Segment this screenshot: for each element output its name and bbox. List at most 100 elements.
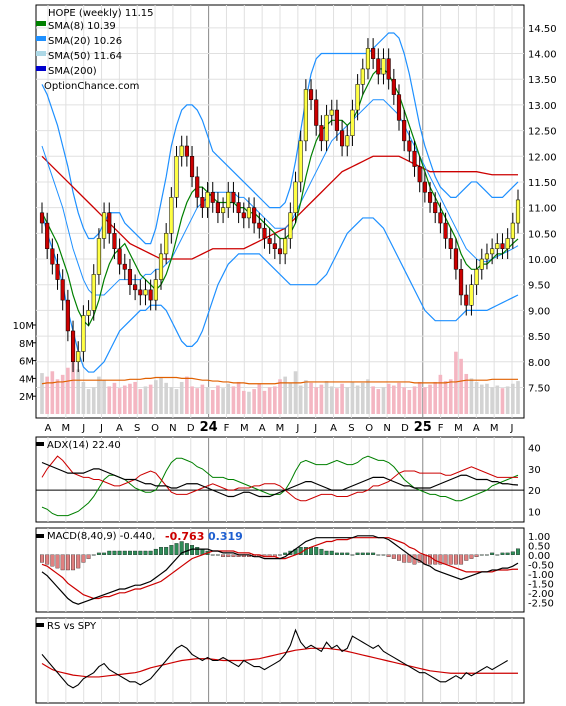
volume-bar xyxy=(293,371,298,414)
x-tick-label: M xyxy=(240,423,249,434)
macd-histogram-bar xyxy=(376,554,381,556)
volume-bar xyxy=(402,387,406,414)
macd-histogram-bar xyxy=(102,552,107,555)
macd-histogram-bar xyxy=(438,554,443,565)
candle-body xyxy=(443,222,448,239)
volume-bar xyxy=(81,381,86,414)
volume-bar xyxy=(355,385,360,414)
volume-bar xyxy=(474,381,479,414)
volume-bar xyxy=(505,386,510,414)
macd-tick-label: -1.50 xyxy=(528,579,554,590)
volume-bar xyxy=(159,377,163,414)
candle-body xyxy=(490,248,495,255)
volume-bar xyxy=(366,379,370,414)
price-tick-label: 10.50 xyxy=(528,229,557,240)
macd-histogram-bar xyxy=(138,550,143,555)
candle-body xyxy=(448,238,453,249)
x-tick-label: D xyxy=(401,423,409,434)
volume-tick-label: 10M xyxy=(13,321,34,332)
candle-body xyxy=(407,140,412,152)
price-tick-label: 13.00 xyxy=(528,101,557,112)
price-tick-label: 9.00 xyxy=(528,306,550,317)
rs-line xyxy=(41,628,508,689)
macd-histogram-bar xyxy=(65,554,70,571)
candle-body xyxy=(102,212,107,239)
macd-histogram-bar xyxy=(81,554,86,563)
price-tick-label: 10.00 xyxy=(528,255,557,266)
candle-body xyxy=(376,58,381,75)
macd-histogram-bar xyxy=(479,554,484,556)
volume-bar xyxy=(495,385,500,414)
macd-histogram-bar xyxy=(40,554,44,563)
volume-bar xyxy=(190,386,194,414)
volume-bar xyxy=(345,387,350,414)
macd-histogram-bar xyxy=(179,541,184,555)
candle-body xyxy=(200,197,205,208)
candle-body xyxy=(148,289,153,301)
candle-body xyxy=(112,233,117,249)
price-tick-label: 8.50 xyxy=(528,332,550,343)
macd-histogram-bar xyxy=(169,545,174,555)
volume-bar xyxy=(117,388,122,414)
candle-body xyxy=(50,248,55,265)
legend-swatch-sma8 xyxy=(36,21,46,26)
candle-body xyxy=(81,315,86,352)
candle-body xyxy=(319,125,324,142)
volume-bar xyxy=(516,381,520,414)
volume-bar xyxy=(247,391,251,414)
macd-histogram-bar xyxy=(350,554,355,556)
macd-histogram-bar xyxy=(143,550,148,555)
volume-bar xyxy=(60,374,65,414)
macd-histogram-bar xyxy=(464,554,469,561)
sma20-line xyxy=(41,99,519,296)
macd-histogram-bar xyxy=(226,554,231,557)
candle-body xyxy=(246,207,252,219)
price-tick-label: 11.00 xyxy=(528,204,557,215)
volume-bar xyxy=(76,369,81,414)
macd-histogram-bar xyxy=(474,554,479,557)
volume-bar xyxy=(236,381,241,414)
macd-histogram-bar xyxy=(55,554,60,569)
volume-bar xyxy=(428,384,432,414)
macd-histogram-bar xyxy=(448,554,453,565)
adx-tick-label: 10 xyxy=(528,507,541,518)
candle-body xyxy=(396,94,402,121)
volume-bar xyxy=(45,376,49,414)
macd-histogram-bar xyxy=(45,554,50,565)
candle-body xyxy=(298,140,303,183)
candle-body xyxy=(236,202,241,214)
legend: HOPE (weekly) 11.15 SMA(8) 10.39 SMA(20)… xyxy=(36,8,154,92)
volume-bar xyxy=(309,382,313,414)
volume-bar xyxy=(397,382,401,414)
candle-body xyxy=(350,109,355,136)
macd-histogram-bar xyxy=(329,550,334,555)
macd-histogram-bar xyxy=(334,552,339,555)
candle-body xyxy=(324,114,329,142)
candle-body xyxy=(65,299,70,332)
volume-bar xyxy=(490,387,494,414)
macd-histogram-bar xyxy=(314,547,319,555)
volume-bar xyxy=(443,381,448,414)
candle-body xyxy=(205,191,210,208)
candle-body xyxy=(272,243,277,249)
macd-histogram-bar xyxy=(283,552,288,555)
volume-bar xyxy=(324,381,329,414)
candle-body xyxy=(288,212,293,239)
x-tick-label: M xyxy=(276,423,285,434)
x-tick-label: F xyxy=(438,423,444,434)
macd-histogram-bar xyxy=(484,554,489,556)
volume-bar xyxy=(138,389,143,414)
x-tick-label: M xyxy=(454,423,463,434)
volume-tick-label: 6M xyxy=(19,357,34,368)
candle-body xyxy=(210,191,215,203)
candle-body xyxy=(459,269,464,296)
macd-histogram-bar xyxy=(391,554,396,559)
macd-histogram-bar xyxy=(153,548,158,555)
x-tick-label: A xyxy=(259,423,266,434)
volume-bar xyxy=(252,389,256,414)
macd-histogram-bar xyxy=(107,550,112,555)
candle-body xyxy=(402,120,407,142)
candle-body xyxy=(252,207,257,224)
chart-title: HOPE (weekly) 11.15 xyxy=(48,8,154,19)
x-tick-label: S xyxy=(134,423,140,434)
